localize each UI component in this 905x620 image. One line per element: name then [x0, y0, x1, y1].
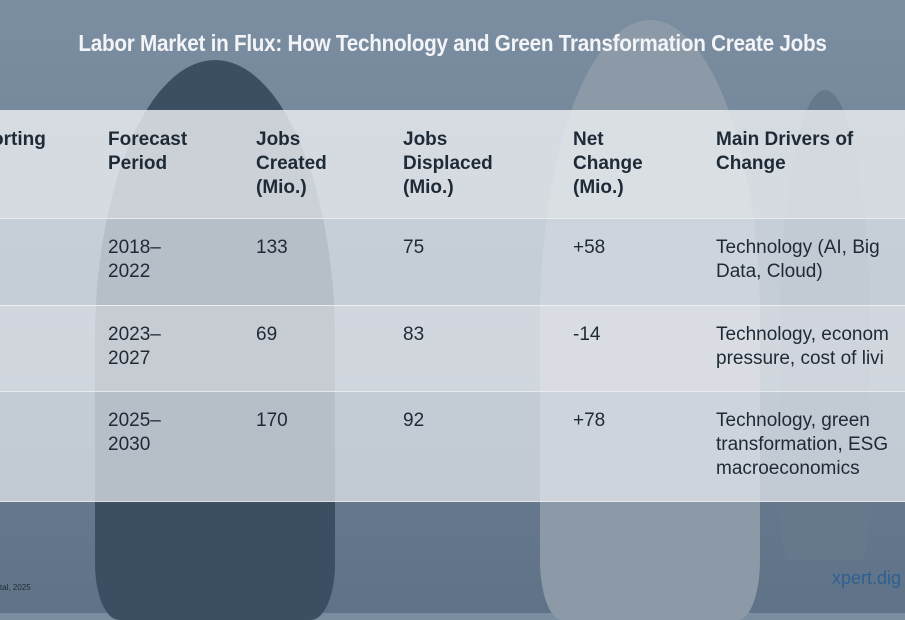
page-title: Labor Market in Flux: How Technology and… [78, 30, 827, 56]
cell: 2023– 2027 [108, 324, 161, 369]
cell: Technology, econom pressure, cost of liv… [716, 324, 889, 369]
header-cell: Jobs Displaced (Mio.) [403, 129, 493, 198]
table-header: orting Forecast Period Jobs Created (Mio… [0, 110, 905, 219]
header-cell: Main Drivers of Change [716, 129, 854, 174]
cell: 2025– 2030 [108, 410, 161, 455]
cell: 170 [256, 410, 288, 431]
header-cell: Net Change (Mio.) [573, 129, 643, 198]
brand-logo: xpert.dig [832, 568, 902, 588]
header-cell: Jobs Created (Mio.) [256, 129, 327, 198]
cell: 69 [256, 324, 278, 345]
cell: 2018– 2022 [108, 237, 161, 282]
cell: -14 [573, 324, 601, 345]
cell: 133 [256, 237, 288, 258]
source-note: tal, 2025 [0, 583, 31, 592]
cell: Technology, green transformation, ESG ma… [716, 410, 889, 479]
cell: 75 [403, 237, 425, 258]
cell: Technology (AI, Big Data, Cloud) [716, 237, 880, 282]
cell: +58 [573, 237, 606, 258]
table-row: 2023– 2027 69 83 -14 Technology, econom … [0, 305, 905, 392]
header-cell: orting [0, 129, 46, 150]
cell: 83 [403, 324, 425, 345]
cell: 92 [403, 410, 425, 431]
table-row: 2018– 2022 133 75 +58 Technology (AI, Bi… [0, 218, 905, 306]
table-row: 2025– 2030 170 92 +78 Technology, green … [0, 391, 905, 502]
header-cell: Forecast Period [108, 129, 188, 174]
cell: +78 [573, 410, 606, 431]
